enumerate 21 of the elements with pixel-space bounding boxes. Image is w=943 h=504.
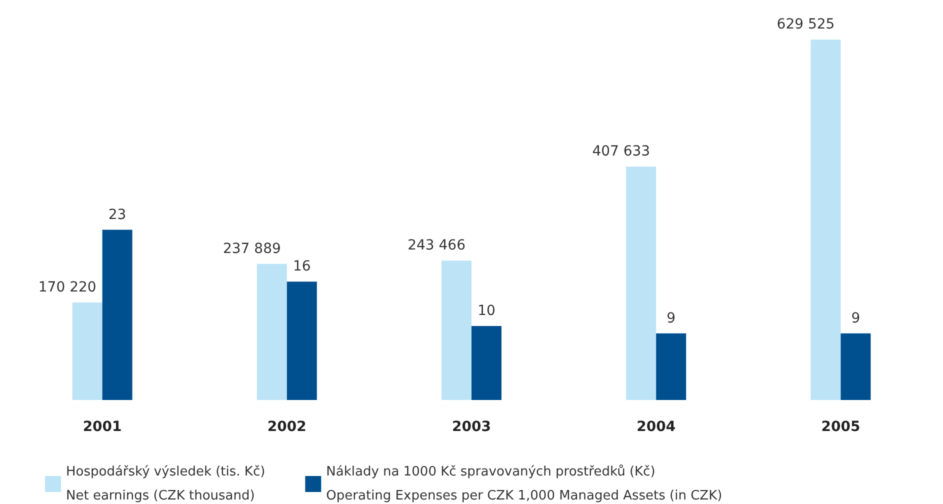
data-label: 170 220 — [38, 280, 96, 296]
bar — [626, 166, 656, 400]
bar — [656, 333, 686, 400]
x-tick-label: 2003 — [452, 419, 491, 435]
x-tick-label: 2001 — [82, 419, 122, 435]
data-label: 16 — [292, 258, 311, 275]
data-label: 407 633 — [592, 144, 650, 160]
x-tick-label: 2004 — [636, 419, 676, 435]
bar — [810, 40, 841, 400]
legend-label: Náklady na 1000 Kč spravovaných prostředků (Kč) Operating Expenses per CZK 1,000 Managed Assets (in CZK) — [326, 464, 722, 504]
data-label: 629 525 — [776, 16, 835, 33]
data-label: 9 — [666, 310, 676, 326]
data-label: 237 889 — [222, 240, 281, 257]
legend-label: Hospodářský výsledek (tis. Kč) Net earnings (CZK thousand) — [66, 464, 266, 504]
x-tick-label: 2002 — [267, 419, 306, 435]
data-label: 243 466 — [408, 238, 466, 254]
bar — [840, 333, 871, 400]
x-tick-label: 2005 — [821, 419, 860, 435]
data-label: 10 — [478, 302, 496, 319]
data-label: 23 — [108, 206, 126, 223]
data-label: 9 — [851, 310, 860, 326]
